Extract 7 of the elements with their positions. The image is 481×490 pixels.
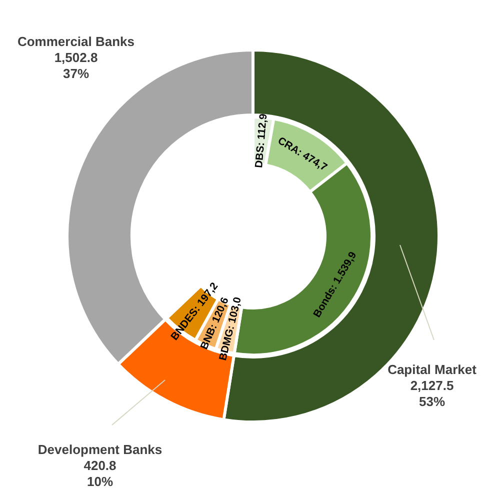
slice-label: DBS: 112,9 (253, 113, 270, 168)
slice-label: Capital Market (388, 362, 478, 377)
data-label: 1,502.8 37% (54, 50, 98, 81)
data-label: 420.8 10% (84, 458, 116, 489)
slice-label: Development Banks (38, 442, 162, 457)
data-label: 2,127.5 53% (410, 378, 454, 409)
slice-label: Commercial Banks (17, 34, 135, 49)
